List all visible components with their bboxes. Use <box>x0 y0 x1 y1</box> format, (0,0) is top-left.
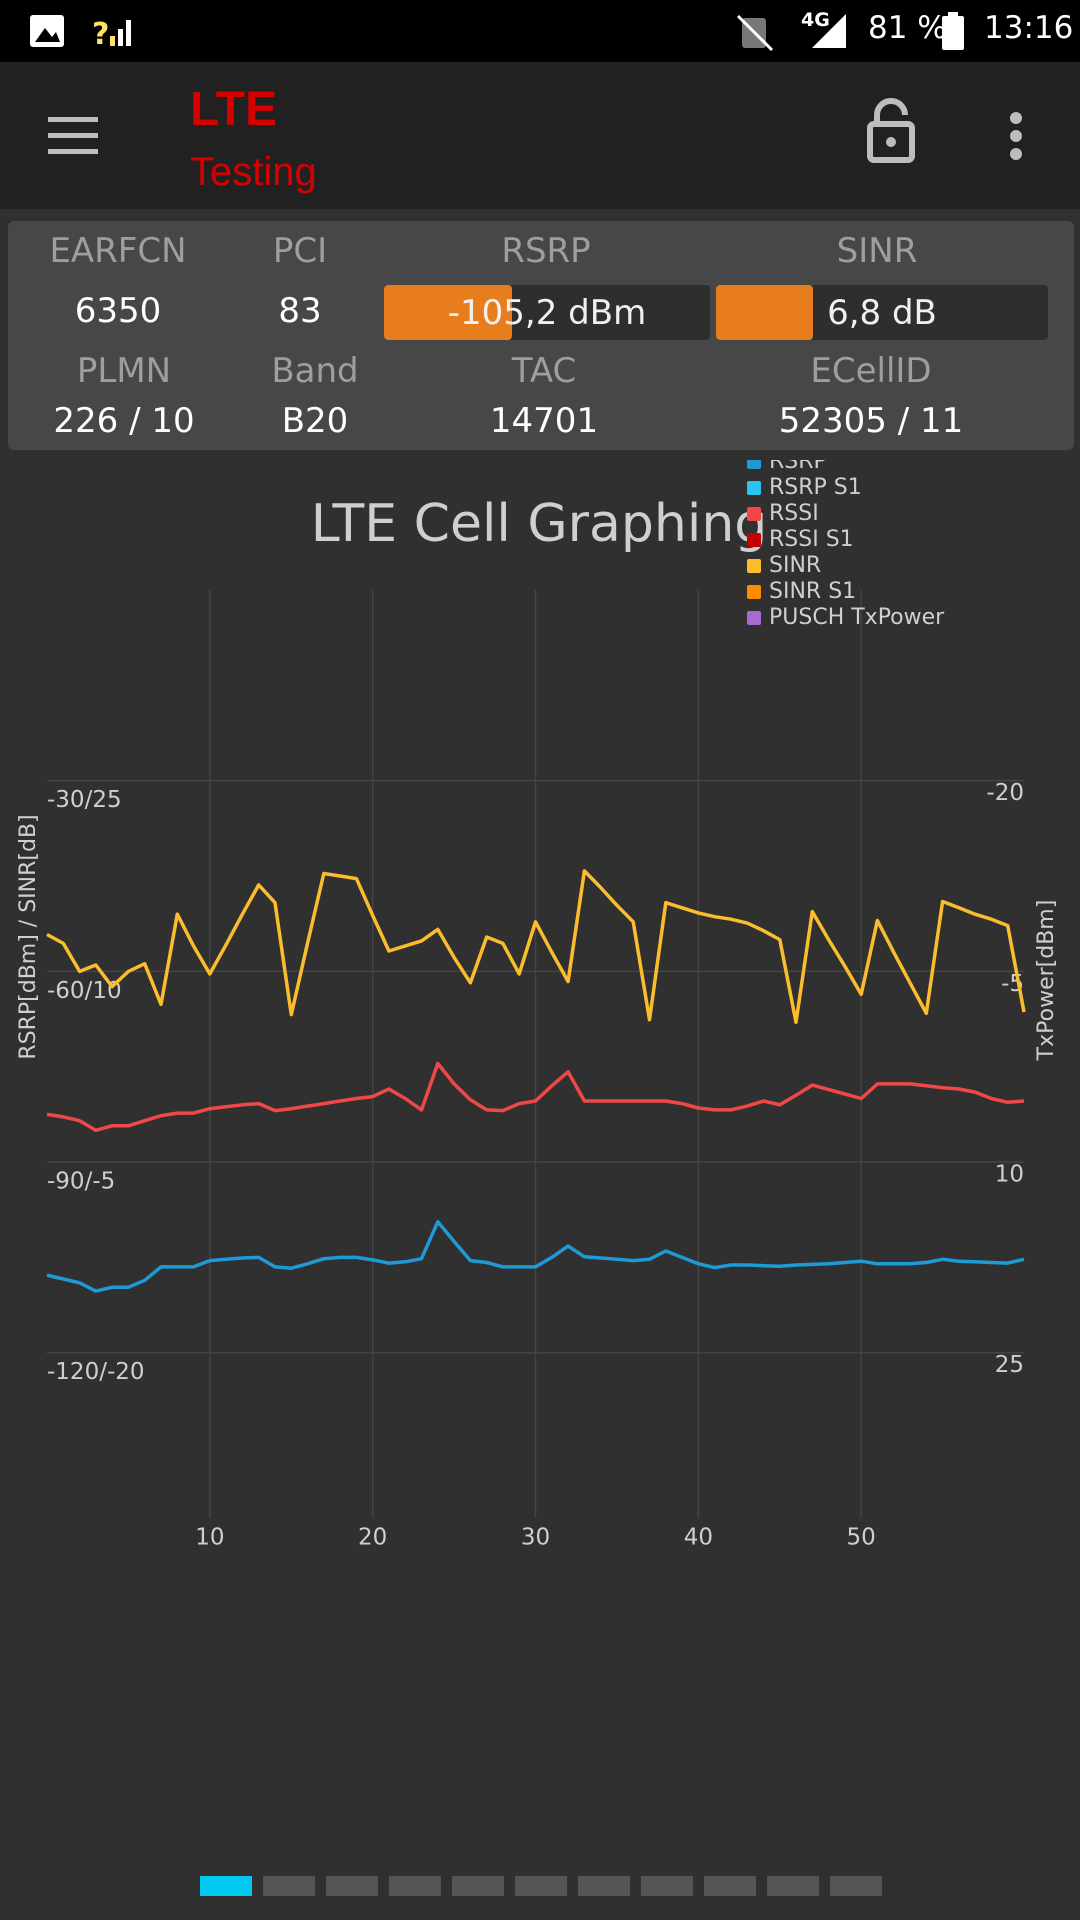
page-indicator[interactable] <box>641 1876 693 1896</box>
battery-icon <box>942 16 964 50</box>
info-label: EARFCN <box>49 231 187 271</box>
page-indicator[interactable] <box>830 1876 882 1896</box>
y2-axis-title: TxPower[dBm] <box>1034 900 1059 1062</box>
network-type: 4G <box>801 9 830 31</box>
y2-tick-label: 25 <box>995 1352 1024 1378</box>
status-bar: ? 4G 81 % 13:16 <box>0 0 1080 62</box>
menu-button[interactable] <box>48 117 98 154</box>
legend-label: SINR S1 <box>769 579 856 604</box>
info-label: ECellID <box>810 351 932 391</box>
legend-item[interactable]: RSRP S1 <box>747 475 862 500</box>
rsrp-meter: -105,2 dBm <box>384 285 710 340</box>
legend-swatch <box>747 507 761 521</box>
x-tick-label: 10 <box>195 1525 224 1551</box>
status-icons: ? <box>30 12 964 52</box>
app-bar-icons <box>48 98 1022 163</box>
legend-label: PUSCH TxPower <box>769 605 945 630</box>
legend-label: RSSI <box>769 501 819 526</box>
legend-item[interactable]: RSSI <box>747 501 819 526</box>
info-value: 14701 <box>489 401 599 441</box>
signal-bar <box>110 36 115 46</box>
legend-swatch <box>747 559 761 573</box>
page-indicator[interactable] <box>704 1876 756 1896</box>
lock-button[interactable] <box>867 98 915 163</box>
gallery-glyph <box>35 28 60 42</box>
page-indicator[interactable] <box>767 1876 819 1896</box>
info-label: PLMN <box>76 351 172 391</box>
info-value: 83 <box>278 291 322 331</box>
app-subtitle: Testing <box>190 150 317 194</box>
info-label: Band <box>271 351 359 391</box>
info-value: B20 <box>281 401 349 441</box>
info-label: TAC <box>511 351 577 391</box>
legend-item[interactable]: SINR <box>747 553 821 578</box>
app-title: LTE <box>190 83 278 136</box>
x-tick-label: 50 <box>847 1525 876 1551</box>
y2-tick-label: 10 <box>995 1162 1024 1188</box>
page-indicator[interactable] <box>578 1876 630 1896</box>
info-panel: EARFCN PCI RSRP SINR 6350 83 -105,2 dBm … <box>8 221 1074 450</box>
x-tick-label: 20 <box>358 1525 387 1551</box>
y-axis-title: RSRP[dBm] / SINR[dB] <box>16 814 41 1059</box>
y-tick-label: -30/25 <box>47 787 122 813</box>
legend-item[interactable]: PUSCH TxPower <box>747 605 945 630</box>
sinr-meter: 6,8 dB <box>716 285 1048 340</box>
y-tick-label: -120/-20 <box>47 1359 145 1385</box>
rsrp-meter-fill <box>384 285 512 340</box>
chart: LTE Cell Graphing RSRP[dBm] / SINR[dB] T… <box>16 460 1059 1551</box>
chart-title: LTE Cell Graphing <box>311 494 768 554</box>
page-indicator[interactable] <box>452 1876 504 1896</box>
y2-tick-label: -20 <box>986 780 1024 806</box>
info-label: RSRP <box>501 231 591 271</box>
legend-swatch <box>747 533 761 547</box>
sinr-meter-fill <box>716 285 813 340</box>
legend-item[interactable]: RSSI S1 <box>747 527 854 552</box>
series-line <box>46 1061 1025 1133</box>
page-indicator[interactable] <box>389 1876 441 1896</box>
legend-swatch <box>747 460 761 469</box>
legend-label: RSRP <box>769 460 827 474</box>
legend-item[interactable]: SINR S1 <box>747 579 856 604</box>
x-tick-label: 40 <box>684 1525 713 1551</box>
legend-swatch <box>747 481 761 495</box>
legend-item[interactable]: RSRP <box>747 460 827 474</box>
signal-bar <box>126 20 131 46</box>
sim-slash <box>736 14 774 52</box>
page-indicator[interactable] <box>200 1876 252 1896</box>
legend-swatch <box>747 611 761 625</box>
app-bar: LTE Testing <box>0 62 1080 209</box>
clock: 13:16 <box>984 10 1074 46</box>
page-indicator[interactable] <box>515 1876 567 1896</box>
info-value: 226 / 10 <box>53 401 195 441</box>
info-label: PCI <box>272 231 328 271</box>
info-value: 6,8 dB <box>827 293 937 333</box>
y-tick-label: -90/-5 <box>47 1169 115 1195</box>
series-line <box>46 869 1026 1024</box>
signal-triangle <box>812 14 846 48</box>
overflow-button[interactable] <box>1010 112 1022 160</box>
pager <box>200 1876 882 1896</box>
x-tick-label: 30 <box>521 1525 550 1551</box>
series-line <box>46 1220 1025 1293</box>
info-value: 52305 / 11 <box>778 401 964 441</box>
info-value: -105,2 dBm <box>447 293 647 333</box>
battery-tip <box>948 12 958 17</box>
legend-label: SINR <box>769 553 821 578</box>
page-indicator[interactable] <box>263 1876 315 1896</box>
page-indicator[interactable] <box>326 1876 378 1896</box>
signal-question: ? <box>92 17 109 52</box>
battery-level: 81 % <box>868 10 947 46</box>
legend-label: RSRP S1 <box>769 475 862 500</box>
legend-swatch <box>747 585 761 599</box>
info-label: SINR <box>836 231 918 271</box>
legend-label: RSSI S1 <box>769 527 854 552</box>
signal-bar <box>118 29 123 46</box>
info-value: 6350 <box>74 291 162 331</box>
